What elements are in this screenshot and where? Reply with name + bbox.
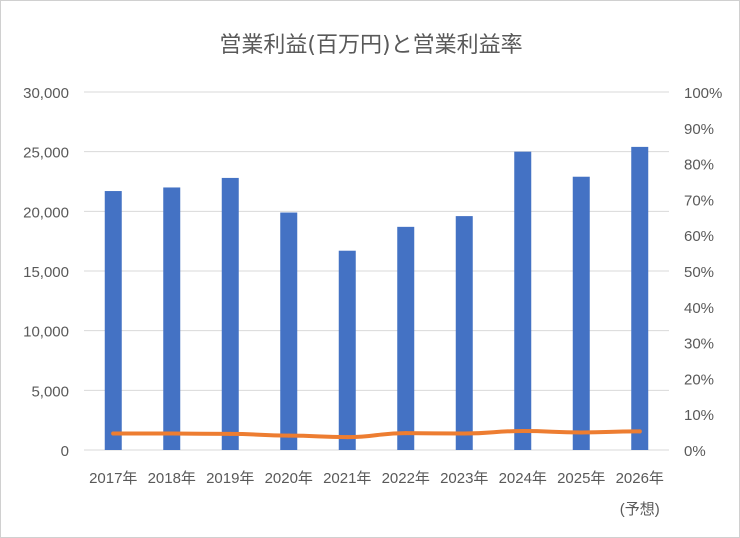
margin-point	[228, 431, 233, 436]
margin-line	[111, 429, 642, 440]
y-right-tick-label: 60%	[684, 228, 714, 245]
bar	[163, 187, 181, 450]
x-tick-label: 2022年	[382, 470, 430, 487]
y-right-tick-label: 50%	[684, 264, 714, 281]
margin-point	[403, 431, 408, 436]
y-right-tick-label: 100%	[684, 85, 722, 102]
y-right-tick-label: 70%	[684, 192, 714, 209]
bar	[397, 226, 415, 450]
bar	[221, 177, 239, 451]
y-right-tick-label: 20%	[684, 371, 714, 388]
x-tick-label: 2025年	[557, 470, 605, 487]
y-right-tick-label: 90%	[684, 121, 714, 138]
x-tick-label: 2019年	[206, 470, 254, 487]
margin-point	[111, 431, 116, 436]
y-left-tick-label: 20,000	[23, 204, 69, 221]
bar	[104, 191, 122, 450]
y-left-tick-label: 5,000	[31, 383, 69, 400]
x-tick-label: 2021年	[323, 470, 371, 487]
y-left-tick-label: 0	[61, 443, 69, 460]
y-right-tick-label: 80%	[684, 157, 714, 174]
bar	[631, 146, 649, 451]
y-right-tick-label: 30%	[684, 336, 714, 353]
x-tick-label: 2024年	[499, 470, 547, 487]
bar	[338, 250, 356, 450]
y-right-tick-label: 40%	[684, 300, 714, 317]
y-left-tick-label: 10,000	[23, 324, 69, 341]
bar	[572, 176, 590, 450]
y-left-tick-label: 25,000	[23, 145, 69, 162]
x-tick-label: 2017年	[89, 470, 137, 487]
margin-point	[637, 429, 642, 434]
margin-point	[462, 431, 467, 436]
x-tick-label: 2023年	[440, 470, 488, 487]
x-tick-label: 2026年	[616, 470, 664, 487]
y-left-tick-label: 15,000	[23, 264, 69, 281]
x-tick-note: (予想)	[620, 501, 660, 518]
chart-title: 営業利益(百万円)と営業利益率	[219, 33, 523, 58]
margin-point	[520, 429, 525, 434]
x-tick-label: 2020年	[265, 470, 313, 487]
x-tick-label: 2018年	[148, 470, 196, 487]
bar	[455, 216, 473, 450]
margin-point	[169, 431, 174, 436]
margin-point	[286, 433, 291, 438]
y-left-tick-label: 30,000	[23, 85, 69, 102]
bar	[280, 212, 298, 450]
margin-point	[579, 430, 584, 435]
y-right-tick-label: 10%	[684, 407, 714, 424]
bar	[514, 151, 532, 450]
margin-point	[345, 435, 350, 440]
y-right-tick-label: 0%	[684, 443, 706, 460]
